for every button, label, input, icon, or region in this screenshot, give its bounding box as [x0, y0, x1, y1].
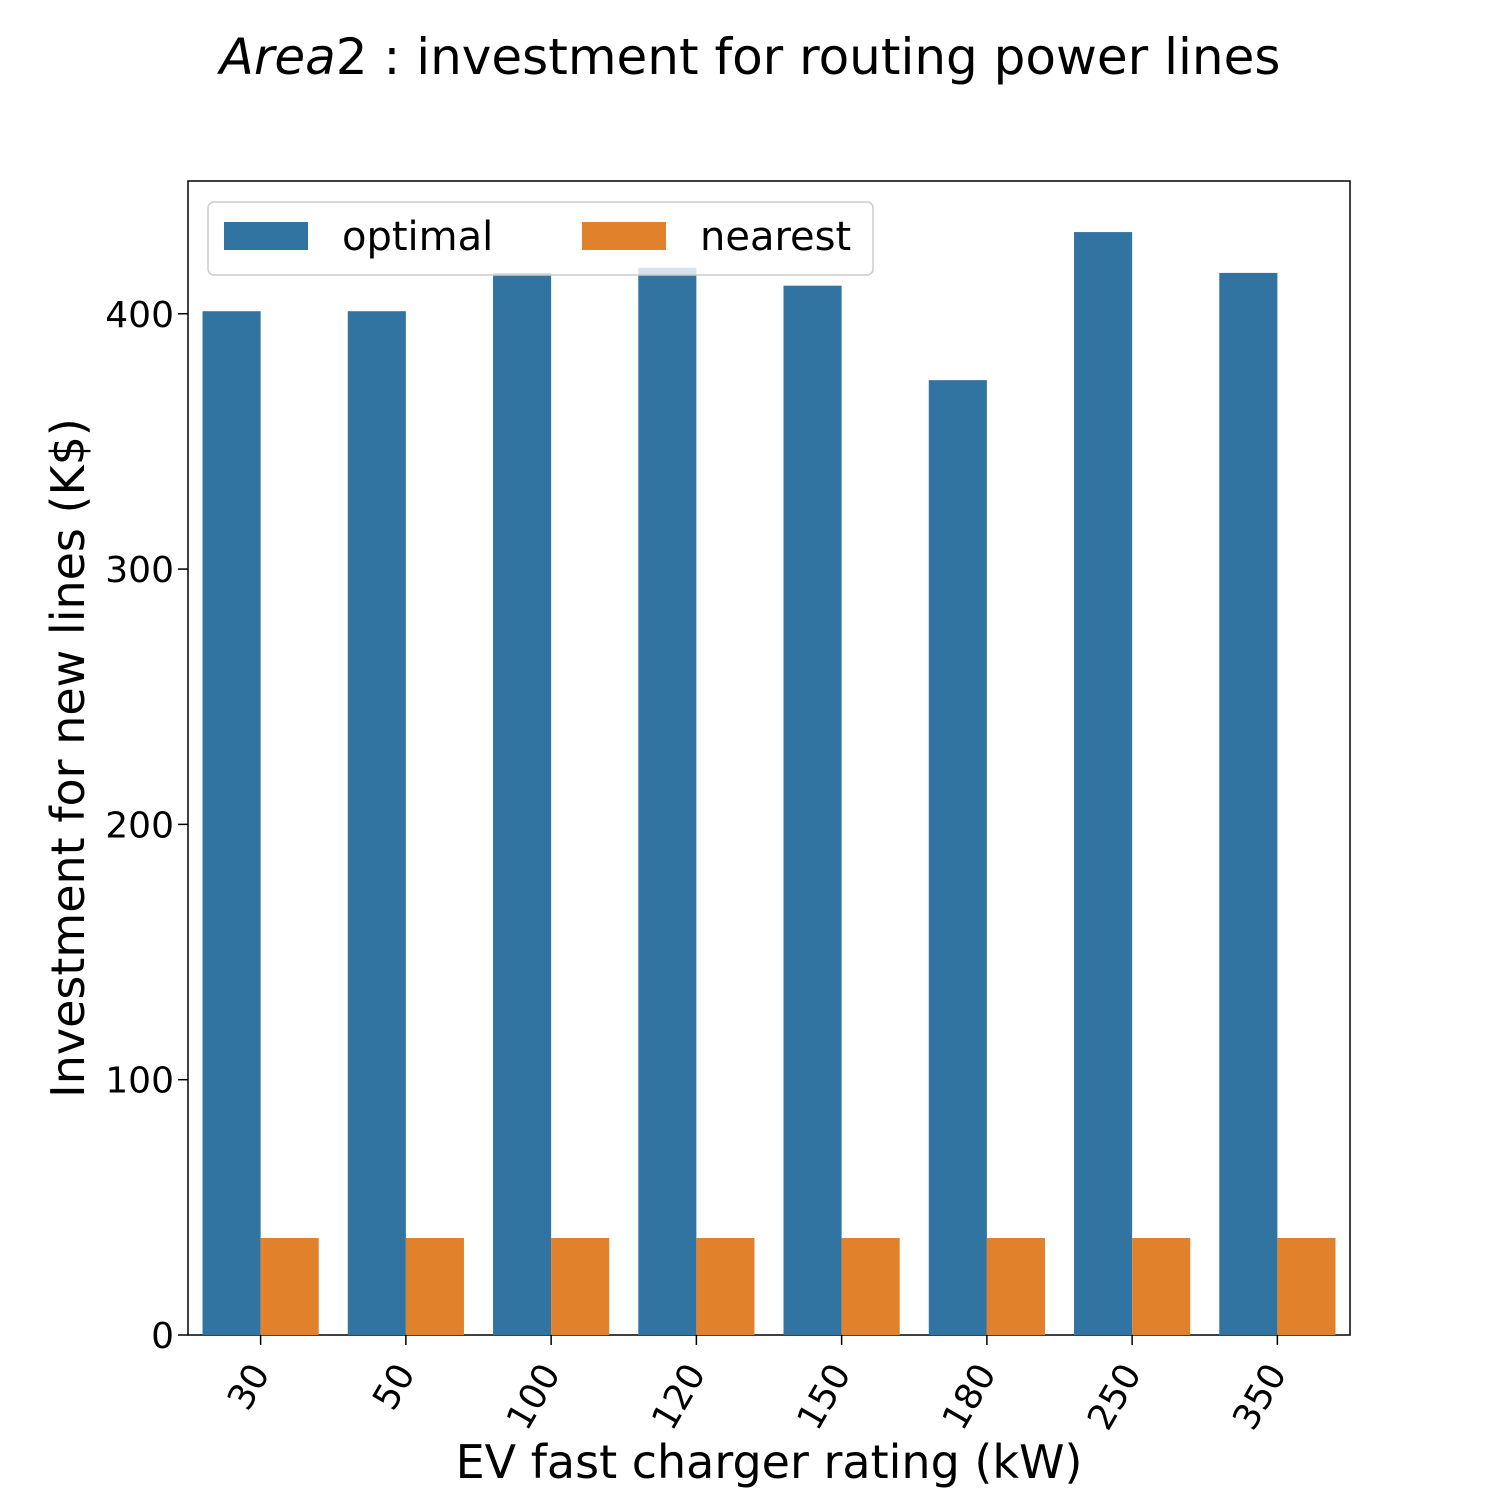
legend-label-optimal: optimal	[342, 214, 493, 260]
legend-swatch-nearest	[582, 222, 666, 250]
bar-nearest-250	[1132, 1237, 1191, 1335]
x-tick-label: 100	[499, 1357, 569, 1437]
bar-nearest-180	[986, 1237, 1045, 1335]
y-tick-label: 0	[151, 1316, 174, 1357]
bars-layer	[202, 232, 1336, 1335]
x-tick-label: 50	[365, 1357, 423, 1417]
y-tick-label: 400	[105, 295, 174, 336]
chart-title-rest: 2 : investment for routing power lines	[336, 28, 1281, 86]
legend-swatch-optimal	[224, 222, 308, 250]
x-tick-label: 250	[1080, 1357, 1150, 1437]
legend-label-nearest: nearest	[700, 214, 851, 260]
bar-nearest-50	[405, 1237, 464, 1335]
bar-nearest-350	[1277, 1237, 1336, 1335]
y-tick-label: 200	[105, 805, 174, 846]
bar-optimal-180	[928, 380, 987, 1335]
bar-nearest-150	[841, 1237, 900, 1335]
bar-nearest-30	[260, 1237, 319, 1335]
y-tick-label: 100	[105, 1061, 174, 1102]
y-tick-label: 300	[105, 550, 174, 591]
legend: optimal nearest	[207, 201, 874, 276]
legend-box	[207, 201, 874, 276]
y-axis: 0 100 200 300 400	[105, 295, 188, 1357]
bar-nearest-120	[696, 1237, 755, 1335]
x-axis-label: EV fast charger rating (kW)	[456, 1435, 1083, 1489]
bar-optimal-100	[493, 272, 552, 1335]
bar-optimal-50	[347, 311, 406, 1335]
bar-nearest-100	[551, 1237, 610, 1335]
chart-title: Area2 : investment for routing power lin…	[217, 28, 1281, 86]
chart-title-italic: Area	[217, 28, 336, 86]
bar-optimal-250	[1074, 232, 1133, 1335]
x-tick-label: 120	[644, 1357, 714, 1437]
x-tick-label: 30	[220, 1357, 278, 1417]
bar-optimal-150	[783, 285, 842, 1335]
bar-optimal-120	[638, 267, 697, 1335]
x-tick-label: 180	[935, 1357, 1005, 1437]
y-axis-label: Investment for new lines (K$)	[41, 418, 95, 1098]
x-axis: 30 50 100 120 150 180 250 350	[220, 1335, 1295, 1437]
bar-optimal-350	[1219, 272, 1278, 1335]
plot-area-frame	[187, 180, 1351, 1336]
bar-optimal-30	[202, 311, 261, 1335]
x-tick-label: 150	[790, 1357, 860, 1437]
x-tick-label: 350	[1225, 1357, 1295, 1437]
